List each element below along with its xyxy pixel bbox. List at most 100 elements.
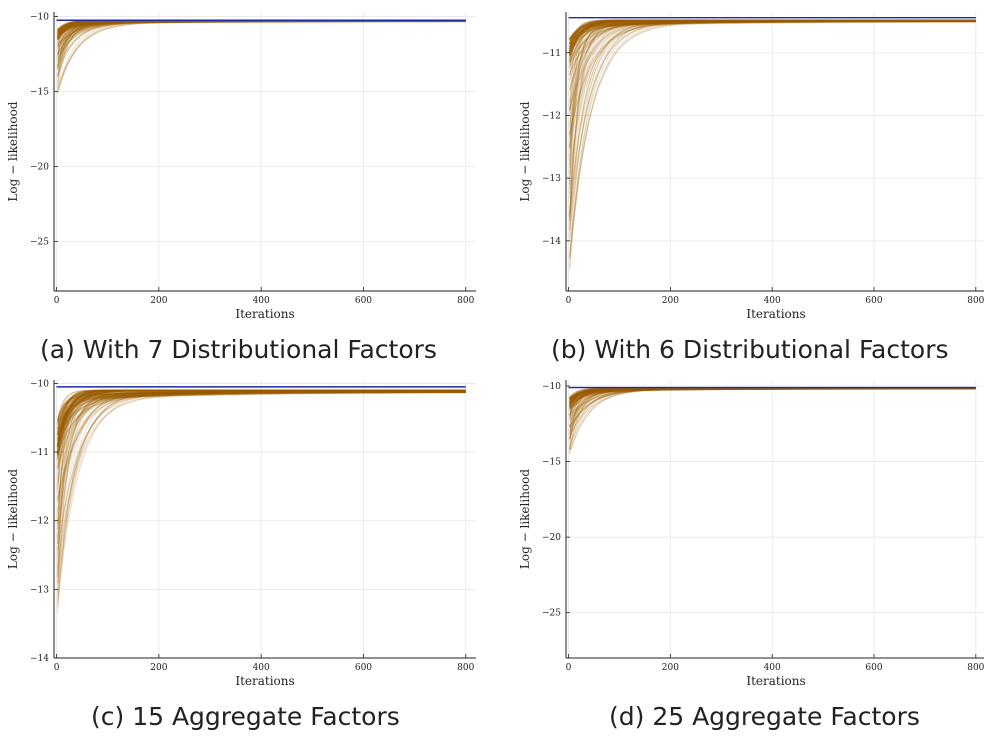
run-curve bbox=[569, 388, 976, 439]
run-curve bbox=[569, 20, 976, 66]
run-curve bbox=[569, 387, 976, 413]
run-curve bbox=[57, 20, 466, 60]
run-curve bbox=[568, 19, 976, 64]
run-curve bbox=[57, 390, 466, 452]
run-curve bbox=[569, 21, 976, 45]
run-curve bbox=[569, 20, 976, 45]
run-curve bbox=[57, 20, 466, 40]
run-curve bbox=[57, 20, 466, 93]
run-curve bbox=[569, 387, 976, 400]
run-curve bbox=[56, 20, 466, 40]
run-curve bbox=[57, 20, 466, 31]
run-curve bbox=[569, 387, 976, 400]
run-curve bbox=[57, 390, 466, 600]
run-curve bbox=[57, 391, 466, 583]
y-tick-label: −20 bbox=[542, 533, 561, 543]
run-curve bbox=[569, 387, 976, 416]
run-curve bbox=[569, 387, 976, 416]
run-curve bbox=[57, 20, 466, 47]
run-curve bbox=[569, 388, 976, 402]
run-curve bbox=[56, 389, 466, 440]
run-curve bbox=[569, 387, 976, 413]
run-curve bbox=[569, 388, 976, 415]
run-curve bbox=[57, 390, 466, 580]
run-curve bbox=[57, 391, 466, 457]
run-curve bbox=[568, 387, 976, 404]
run-curve bbox=[569, 388, 976, 436]
run-curve bbox=[569, 387, 976, 409]
run-curve bbox=[57, 391, 466, 570]
run-curve bbox=[57, 20, 466, 43]
run-curve bbox=[569, 388, 976, 419]
run-curve bbox=[569, 20, 976, 77]
run-curve bbox=[569, 19, 976, 185]
run-curve bbox=[57, 390, 466, 603]
y-tick-label: −10 bbox=[542, 382, 561, 392]
run-curve bbox=[569, 19, 976, 65]
run-curve bbox=[569, 388, 976, 400]
run-curve bbox=[57, 20, 466, 33]
run-curve bbox=[57, 390, 466, 544]
run-curve bbox=[569, 387, 976, 400]
run-curve bbox=[57, 392, 466, 444]
y-tick-label: −25 bbox=[30, 238, 49, 248]
run-curve bbox=[56, 389, 466, 440]
run-curve bbox=[57, 390, 466, 423]
run-curve bbox=[57, 20, 466, 38]
run-curve bbox=[569, 388, 976, 411]
run-curve bbox=[569, 20, 976, 217]
run-curve bbox=[569, 20, 976, 157]
run-curve bbox=[57, 390, 466, 503]
run-curve bbox=[57, 390, 466, 499]
run-curve bbox=[569, 387, 976, 403]
run-curve bbox=[57, 390, 466, 440]
run-curve bbox=[569, 388, 976, 402]
run-curve bbox=[57, 390, 466, 455]
run-curve bbox=[569, 387, 976, 407]
run-curve bbox=[56, 389, 466, 432]
run-curve bbox=[57, 390, 466, 549]
run-curve bbox=[569, 20, 976, 40]
run-curve bbox=[569, 388, 976, 408]
run-curve bbox=[569, 387, 976, 418]
run-curve bbox=[57, 390, 466, 422]
run-curve bbox=[568, 387, 976, 407]
run-curve bbox=[569, 19, 976, 90]
run-curve bbox=[569, 388, 976, 399]
chart-panel-1: 0 200 400 600 800 −11 −12 −13 −14 Iterations Log −… bbox=[518, 12, 985, 321]
run-curve bbox=[57, 390, 466, 578]
run-curve bbox=[57, 20, 466, 36]
run-curve bbox=[57, 20, 466, 34]
run-curve bbox=[569, 387, 976, 450]
run-curve bbox=[568, 19, 976, 41]
run-curve bbox=[57, 20, 466, 31]
run-curve bbox=[569, 387, 976, 411]
run-curve bbox=[57, 391, 466, 426]
x-tick-label: 600 bbox=[865, 296, 882, 306]
run-curve bbox=[569, 387, 976, 455]
run-curve bbox=[57, 20, 466, 33]
run-curve bbox=[57, 391, 466, 461]
run-curve bbox=[569, 387, 976, 399]
run-curve bbox=[569, 387, 976, 399]
run-curve bbox=[57, 390, 466, 469]
run-curve bbox=[57, 20, 466, 56]
run-curve bbox=[57, 20, 466, 32]
run-curve bbox=[57, 391, 466, 470]
run-curve bbox=[57, 390, 466, 614]
run-curve bbox=[57, 20, 466, 77]
run-curve bbox=[569, 20, 976, 134]
run-curve bbox=[57, 390, 466, 423]
caption-b: (b) With 6 Distributional Factors bbox=[551, 335, 949, 364]
y-tick-label: −15 bbox=[542, 458, 561, 468]
x-tick-label: 200 bbox=[662, 663, 679, 673]
run-curve bbox=[57, 20, 466, 78]
run-curve bbox=[569, 387, 976, 401]
run-curve bbox=[569, 387, 976, 404]
run-curve bbox=[56, 20, 466, 36]
run-curve bbox=[569, 21, 976, 136]
run-curve bbox=[569, 20, 976, 40]
y-tick-label: −11 bbox=[542, 49, 561, 59]
run-curve bbox=[568, 19, 976, 53]
run-curve bbox=[56, 20, 466, 35]
